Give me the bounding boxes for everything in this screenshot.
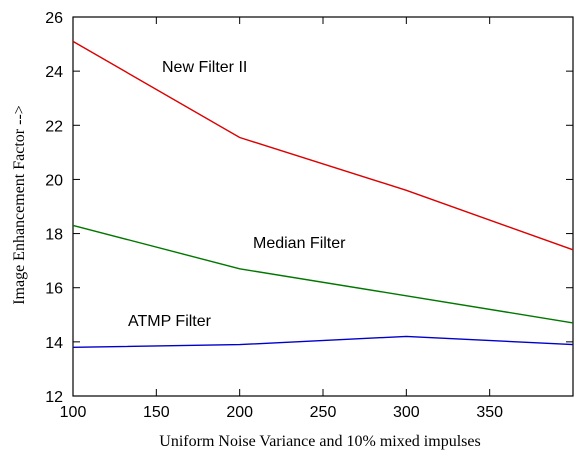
series-label-median-filter: Median Filter [253, 235, 346, 252]
y-tick-label: 14 [45, 335, 63, 352]
x-tick-label: 100 [60, 404, 87, 421]
y-tick-label: 20 [45, 172, 63, 189]
plot-area: 12 14 16 18 20 22 24 26 100 150 200 250 300 350 [45, 10, 574, 421]
plot-frame [72, 16, 574, 397]
x-axis-title: Uniform Noise Variance and 10% mixed imp… [159, 433, 480, 450]
x-tick-label: 150 [143, 404, 170, 421]
x-tick-label: 300 [393, 404, 420, 421]
y-tick-label: 16 [45, 281, 63, 298]
x-tick-label: 350 [476, 404, 503, 421]
series-layer [72, 40, 574, 348]
series-line-median-filter [72, 224, 574, 324]
series-labels: New Filter II Median Filter ATMP Filter [128, 59, 346, 330]
series-label-atmp-filter: ATMP Filter [128, 313, 212, 330]
y-tick-label: 12 [45, 389, 63, 406]
series-line-atmp-filter [72, 335, 574, 348]
y-tick-label: 22 [45, 118, 63, 135]
y-tick-label: 26 [45, 10, 63, 27]
x-tick-label: 250 [310, 404, 337, 421]
y-tick-label: 24 [45, 64, 63, 81]
series-label-new-filter-ii: New Filter II [162, 59, 247, 76]
series-line-new-filter-ii [72, 40, 574, 251]
x-tick-label: 200 [226, 404, 253, 421]
y-tick-label: 18 [45, 227, 63, 244]
y-axis-title: Image Enhancement Factor --> [11, 105, 28, 305]
